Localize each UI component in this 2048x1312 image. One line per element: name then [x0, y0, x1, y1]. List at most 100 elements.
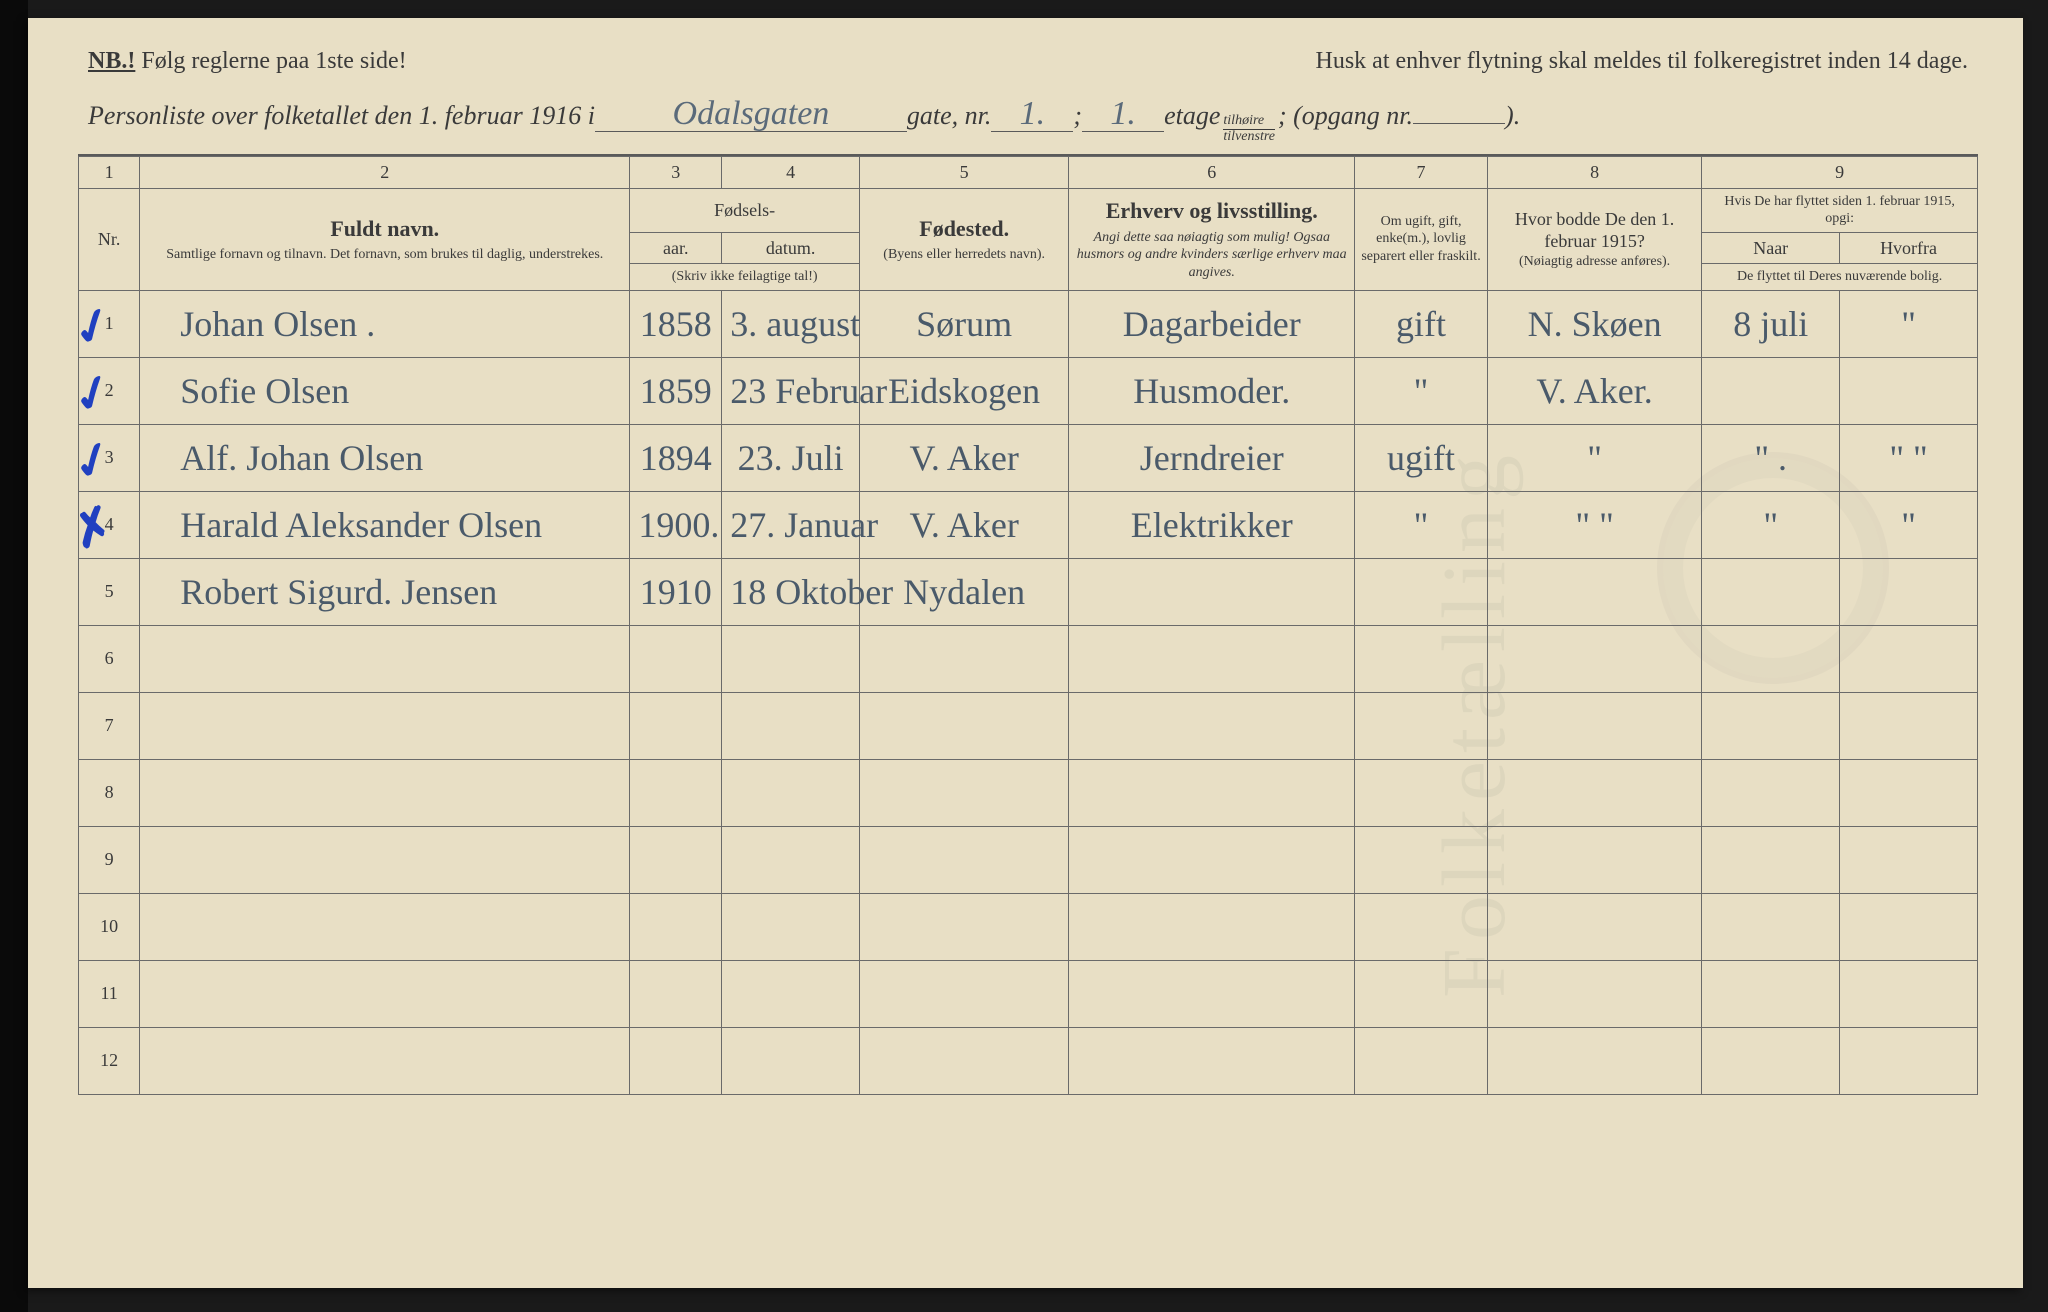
etage-label: etage: [1164, 101, 1220, 131]
check-mark: ✓: [65, 427, 122, 493]
cell-addr1915: " ": [1487, 491, 1701, 558]
hdr-year: aar.: [630, 232, 722, 264]
cell-date: 23 Februar: [722, 357, 860, 424]
cell-place: Eidskogen: [860, 357, 1069, 424]
cell-addr1915: V. Aker.: [1487, 357, 1701, 424]
hdr-moved-note: De flyttet til Deres nuværende bolig.: [1702, 264, 1978, 291]
cell-name: Johan Olsen .: [140, 290, 630, 357]
title-line: Personliste over folketallet den 1. febr…: [78, 97, 1978, 156]
hdr-name: Fuldt navn. Samtlige fornavn og tilnavn.…: [140, 188, 630, 290]
row-number: 6: [79, 625, 140, 692]
cell-year: 1894: [630, 424, 722, 491]
row-number: 7: [79, 692, 140, 759]
row-number: ✓1: [79, 290, 140, 357]
cell-addr1915: N. Skøen: [1487, 290, 1701, 357]
cell-addr1915: ": [1487, 424, 1701, 491]
cell-marital: [1355, 558, 1488, 625]
row-number: 10: [79, 893, 140, 960]
reminder-text: Husk at enhver flytning skal meldes til …: [1316, 48, 1969, 75]
cell-date: 3. august: [722, 290, 860, 357]
cell-date: 27. Januar: [722, 491, 860, 558]
top-instruction-line: NB.! Følg reglerne paa 1ste side! Husk a…: [78, 48, 1978, 75]
table-row-empty: 11: [79, 960, 1978, 1027]
nb-label: NB.!: [88, 48, 135, 74]
hdr-birth-note: (Skriv ikke feilagtige tal!): [630, 264, 860, 291]
table-row: ✓2Sofie Olsen185923 FebruarEidskogenHusm…: [79, 357, 1978, 424]
table-row: ✗4Harald Aleksander Olsen1900.27. Januar…: [79, 491, 1978, 558]
hdr-nr: Nr.: [79, 188, 140, 290]
cell-moved-when: ": [1702, 491, 1840, 558]
opgang-nr: [1413, 123, 1505, 124]
side-fraction: tilhøire tilvenstre: [1223, 114, 1275, 144]
cell-place: V. Aker: [860, 424, 1069, 491]
cell-marital: gift: [1355, 290, 1488, 357]
census-page: Folketælling NB.! Følg reglerne paa 1ste…: [28, 18, 2023, 1288]
cell-place: Sørum: [860, 290, 1069, 357]
check-mark: ✗: [65, 494, 122, 560]
row-number: ✓3: [79, 424, 140, 491]
table-row-empty: 12: [79, 1027, 1978, 1094]
hdr-occupation: Erhverv og livsstilling. Angi dette saa …: [1069, 188, 1355, 290]
table-row-empty: 7: [79, 692, 1978, 759]
hdr-addr1915: Hvor bodde De den 1. februar 1915? (Nøia…: [1487, 188, 1701, 290]
row-number: ✓2: [79, 357, 140, 424]
cell-occupation: [1069, 558, 1355, 625]
cell-moved-from: [1840, 558, 1978, 625]
etage-nr: 1.: [1082, 97, 1164, 132]
opgang-label: ; (opgang nr.: [1278, 101, 1413, 131]
cell-name: Sofie Olsen: [140, 357, 630, 424]
cell-year: 1858: [630, 290, 722, 357]
cell-marital: ": [1355, 357, 1488, 424]
cell-occupation: Jerndreier: [1069, 424, 1355, 491]
cell-name: Harald Aleksander Olsen: [140, 491, 630, 558]
hdr-place: Fødested. (Byens eller herredets navn).: [860, 188, 1069, 290]
cell-date: 18 Oktober: [722, 558, 860, 625]
row-number: 11: [79, 960, 140, 1027]
nb-text: Følg reglerne paa 1ste side!: [141, 48, 406, 74]
row-number: ✗4: [79, 491, 140, 558]
cell-occupation: Dagarbeider: [1069, 290, 1355, 357]
cell-place: V. Aker: [860, 491, 1069, 558]
table-row-empty: 9: [79, 826, 1978, 893]
street-field: Odalsgaten: [595, 97, 907, 132]
cell-name: Robert Sigurd. Jensen: [140, 558, 630, 625]
cell-year: 1900.: [630, 491, 722, 558]
cell-year: 1859: [630, 357, 722, 424]
hdr-moved-when: Naar: [1702, 232, 1840, 264]
cell-addr1915: [1487, 558, 1701, 625]
row-number: 9: [79, 826, 140, 893]
hdr-birth: Fødsels-: [630, 188, 860, 232]
row-number: 5: [79, 558, 140, 625]
row-number: 12: [79, 1027, 140, 1094]
table-row: 5Robert Sigurd. Jensen191018 OktoberNyda…: [79, 558, 1978, 625]
hdr-marital: Om ugift, gift, enke(m.), lovlig separer…: [1355, 188, 1488, 290]
cell-occupation: Elektrikker: [1069, 491, 1355, 558]
table-header: 1 2 3 4 5 6 7 8 9 Nr. Fuldt navn. Samtli…: [79, 157, 1978, 291]
cell-moved-from: " ": [1840, 424, 1978, 491]
check-mark: ✓: [65, 293, 122, 359]
table-body: ✓1Johan Olsen .18583. augustSørumDagarbe…: [79, 290, 1978, 1094]
table-row-empty: 6: [79, 625, 1978, 692]
hdr-moved-from: Hvorfra: [1840, 232, 1978, 264]
hdr-moved-top: Hvis De har flyttet siden 1. februar 191…: [1702, 188, 1978, 232]
census-table: 1 2 3 4 5 6 7 8 9 Nr. Fuldt navn. Samtli…: [78, 156, 1978, 1095]
cell-moved-when: [1702, 357, 1840, 424]
cell-date: 23. Juli: [722, 424, 860, 491]
cell-moved-from: ": [1840, 290, 1978, 357]
cell-marital: ": [1355, 491, 1488, 558]
table-row-empty: 8: [79, 759, 1978, 826]
cell-moved-when: " .: [1702, 424, 1840, 491]
cell-moved-from: ": [1840, 491, 1978, 558]
table-row-empty: 10: [79, 893, 1978, 960]
gate-nr: 1.: [991, 97, 1073, 132]
cell-occupation: Husmoder.: [1069, 357, 1355, 424]
row-number: 8: [79, 759, 140, 826]
table-row: ✓3Alf. Johan Olsen189423. JuliV. AkerJer…: [79, 424, 1978, 491]
title-prefix: Personliste over folketallet den 1. febr…: [88, 101, 595, 131]
check-mark: ✓: [65, 360, 122, 426]
table-row: ✓1Johan Olsen .18583. augustSørumDagarbe…: [79, 290, 1978, 357]
hdr-date: datum.: [722, 232, 860, 264]
cell-moved-when: 8 juli: [1702, 290, 1840, 357]
gate-label: gate, nr.: [907, 101, 992, 131]
cell-moved-when: [1702, 558, 1840, 625]
